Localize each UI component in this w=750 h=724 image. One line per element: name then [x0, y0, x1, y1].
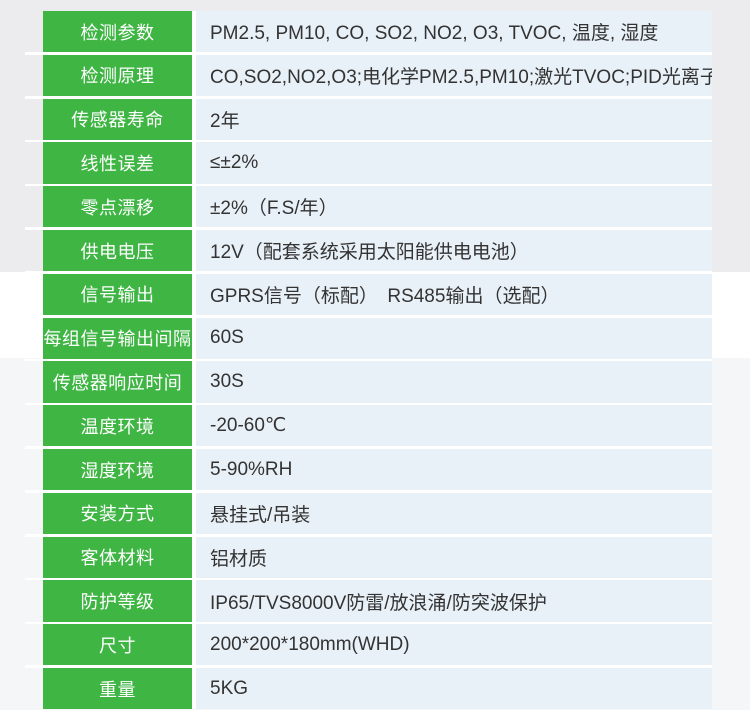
- spec-row: 客体材料 铝材质: [25, 536, 712, 581]
- spec-row: 重量 5KG: [43, 667, 712, 710]
- spec-row: 湿度环境 5-90%RH: [25, 448, 712, 494]
- spec-row: 线性误差 ≤±2%: [25, 142, 712, 187]
- spec-label: 客体材料: [43, 536, 192, 578]
- spec-row: 每组信号输出间隔 60S: [25, 317, 712, 362]
- spec-value: 5KG: [196, 667, 712, 710]
- spec-row: 检测原理 CO,SO2,NO2,O3;电化学PM2.5,PM10;激光TVOC;P…: [25, 54, 712, 99]
- spec-row: 检测参数 PM2.5, PM10, CO, SO2, NO2, O3, TVOC,…: [25, 11, 712, 56]
- spec-label: 检测参数: [43, 11, 192, 53]
- spec-value: 悬挂式/吊装: [196, 492, 712, 535]
- spec-value: 2年: [196, 98, 712, 140]
- spec-value: GPRS信号（标配） RS485输出（选配）: [196, 273, 712, 316]
- spec-row: 温度环境 -20-60℃: [25, 405, 712, 450]
- spec-label: 传感器寿命: [43, 98, 192, 140]
- spec-row: 信号输出 GPRS信号（标配） RS485输出（选配）: [25, 273, 712, 318]
- spec-label: 安装方式: [43, 492, 192, 535]
- spec-label: 温度环境: [43, 405, 192, 447]
- spec-value: 30S: [196, 361, 712, 403]
- spec-value: 200*200*180mm(WHD): [196, 624, 712, 666]
- spec-value: IP65/TVS8000V防雷/放浪涌/防突波保护: [196, 580, 712, 622]
- spec-row: 安装方式 悬挂式/吊装: [25, 492, 712, 537]
- spec-value: 60S: [196, 317, 712, 359]
- spec-label: 每组信号输出间隔: [43, 317, 192, 359]
- spec-label: 尺寸: [43, 624, 192, 666]
- spec-label: 重量: [43, 667, 192, 710]
- spec-value: -20-60℃: [196, 405, 712, 447]
- spec-value: 铝材质: [196, 536, 712, 578]
- spec-value: ±2%（F.S/年）: [196, 186, 712, 228]
- spec-table: 检测参数 PM2.5, PM10, CO, SO2, NO2, O3, TVOC,…: [25, 11, 712, 710]
- spec-label: 零点漂移: [43, 186, 192, 228]
- spec-label: 线性误差: [43, 142, 192, 184]
- spec-label: 信号输出: [43, 273, 192, 316]
- spec-value: ≤±2%: [196, 142, 712, 184]
- spec-label: 检测原理: [43, 54, 192, 97]
- spec-row: 传感器响应时间 30S: [25, 361, 712, 406]
- spec-row: 传感器寿命 2年: [25, 98, 712, 143]
- spec-label: 湿度环境: [43, 448, 192, 491]
- spec-label: 防护等级: [43, 580, 192, 622]
- spec-value: 5-90%RH: [196, 448, 712, 491]
- spec-value: PM2.5, PM10, CO, SO2, NO2, O3, TVOC, 温度,…: [196, 11, 712, 53]
- spec-value: 12V（配套系统采用太阳能供电电池）: [196, 229, 712, 272]
- spec-label: 传感器响应时间: [43, 361, 192, 403]
- spec-value: CO,SO2,NO2,O3;电化学PM2.5,PM10;激光TVOC;PID光离…: [196, 54, 712, 97]
- spec-row: 供电电压 12V（配套系统采用太阳能供电电池）: [25, 229, 712, 275]
- spec-row: 零点漂移 ±2%（F.S/年）: [25, 186, 712, 231]
- spec-row: 尺寸 200*200*180mm(WHD): [25, 624, 712, 669]
- spec-label: 供电电压: [43, 229, 192, 272]
- spec-row: 防护等级 IP65/TVS8000V防雷/放浪涌/防突波保护: [25, 580, 712, 625]
